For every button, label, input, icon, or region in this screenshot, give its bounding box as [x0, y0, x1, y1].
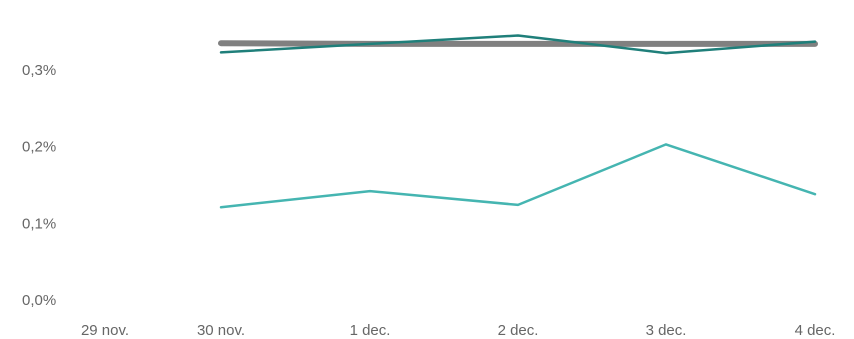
- x-axis: 29 nov. 30 nov. 1 dec. 2 dec. 3 dec. 4 dec.: [81, 322, 835, 339]
- y-axis: 0,0% 0,1% 0,2% 0,3%: [22, 62, 56, 309]
- y-tick-label: 0,1%: [22, 215, 56, 232]
- x-tick-label: 2 dec.: [498, 322, 539, 339]
- y-tick-label: 0,2%: [22, 139, 56, 156]
- x-tick-label: 30 nov.: [197, 322, 245, 339]
- series-line-2: [219, 34, 817, 55]
- x-tick-label: 29 nov.: [81, 322, 129, 339]
- y-tick-label: 0,0%: [22, 292, 56, 309]
- x-tick-label: 3 dec.: [646, 322, 687, 339]
- series-group: [218, 34, 818, 209]
- series-line-1: [218, 40, 818, 47]
- x-tick-label: 4 dec.: [795, 322, 836, 339]
- y-tick-label: 0,3%: [22, 62, 56, 79]
- series-line-3: [219, 143, 817, 209]
- x-tick-label: 1 dec.: [350, 322, 391, 339]
